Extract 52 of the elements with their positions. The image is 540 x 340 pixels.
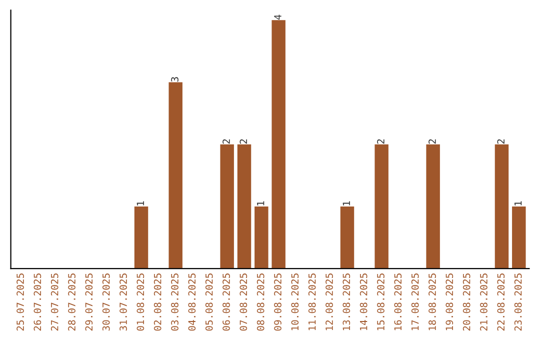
x-tick-label: 04.08.2025 [188, 274, 196, 331]
x-tick-label: 05.08.2025 [205, 274, 213, 331]
data-label: 1 [257, 201, 264, 206]
x-tick-label: 17.08.2025 [411, 274, 419, 330]
x-tick-label: 09.08.2025 [274, 274, 282, 331]
x-tick-label: 29.07.2025 [85, 274, 93, 331]
bar [168, 82, 182, 269]
x-tick-label: 02.08.2025 [154, 274, 162, 331]
x-tick-label: 03.08.2025 [171, 274, 178, 331]
x-tick-label: 18.08.2025 [428, 274, 436, 330]
x-tick-label: 01.08.2025 [136, 274, 144, 331]
x-tick-label: 06.08.2025 [222, 274, 230, 331]
x-tick-label: 28.07.2025 [68, 274, 76, 331]
x-tick-label: 19.08.2025 [446, 274, 454, 330]
bar [220, 144, 234, 269]
x-tick-label: 31.07.2025 [120, 274, 127, 331]
bar [134, 206, 148, 269]
x-tick-label: 22.08.2025 [497, 274, 505, 331]
x-tick-label: 27.07.2025 [50, 274, 58, 331]
data-label: 1 [342, 201, 350, 206]
x-tick-label: 23.08.2025 [514, 274, 522, 331]
data-label: 2 [222, 139, 230, 144]
x-tick-label: 10.08.2025 [291, 274, 299, 330]
x-tick-label: 25.07.2025 [16, 274, 24, 331]
x-tick-label: 13.08.2025 [342, 274, 350, 330]
data-label: 3 [171, 77, 178, 82]
x-tick-label: 08.08.2025 [256, 274, 264, 331]
bar [512, 206, 526, 269]
data-label: 2 [377, 139, 384, 144]
bar [340, 206, 354, 269]
bar [272, 20, 286, 269]
data-label: 1 [514, 201, 522, 206]
x-tick-label: 30.07.2025 [102, 274, 110, 331]
bar [374, 144, 388, 269]
data-label: 1 [136, 201, 144, 206]
bar [237, 144, 252, 269]
x-tick-label: 14.08.2025 [360, 274, 368, 330]
x-tick-label: 26.07.2025 [34, 274, 42, 331]
data-label: 2 [428, 139, 436, 144]
data-label: 2 [240, 139, 247, 144]
x-tick-label: 20.08.2025 [462, 274, 470, 331]
x-tick-label: 11.08.2025 [308, 274, 316, 330]
x-tick-label: 21.08.2025 [480, 274, 488, 331]
bar [426, 144, 440, 269]
data-label: 4 [274, 14, 282, 20]
data-label: 2 [497, 139, 504, 144]
x-tick-label: 12.08.2025 [326, 274, 333, 330]
bar [494, 144, 509, 269]
x-tick-label: 16.08.2025 [394, 274, 402, 330]
x-tick-label: 15.08.2025 [377, 274, 384, 330]
bar [254, 206, 268, 269]
x-tick-label: 07.08.2025 [240, 274, 248, 331]
